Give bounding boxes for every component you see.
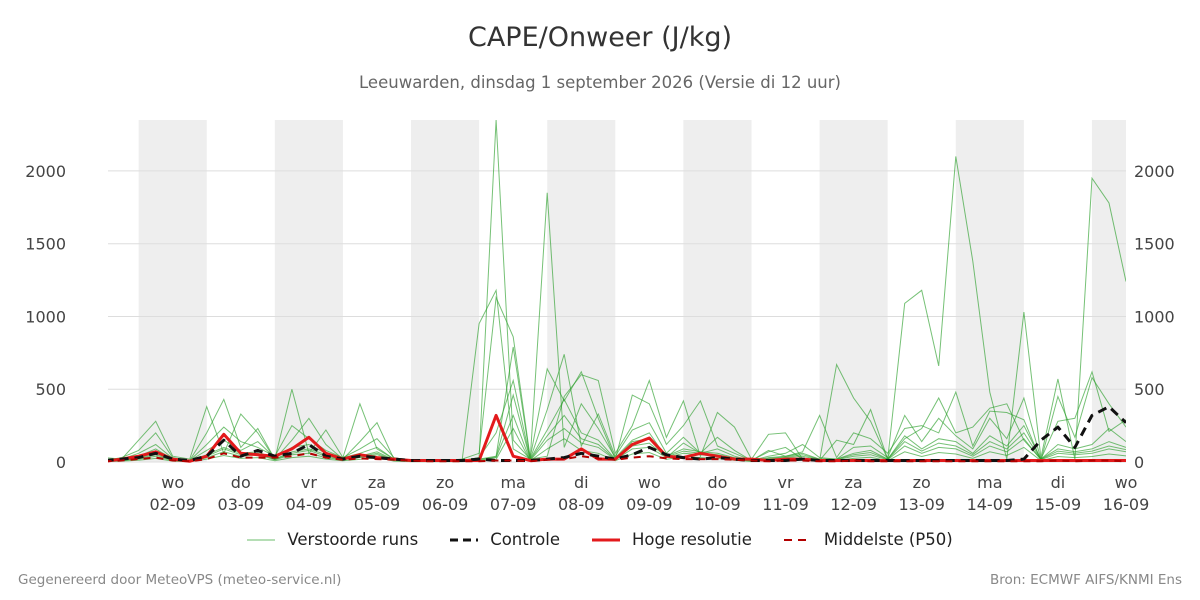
x-tick-day-0: wo (161, 473, 184, 492)
chart-subtitle: Leeuwarden, dinsdag 1 september 2026 (Ve… (359, 73, 841, 92)
x-tick-date-5: 07-09 (490, 495, 537, 514)
y-tick-left-0: 0 (56, 453, 66, 472)
legend-ensemble-swatch (247, 539, 276, 540)
legend-median-swatch (783, 538, 812, 541)
x-tick-day-5: ma (500, 473, 525, 492)
x-tick-date-13: 15-09 (1035, 495, 1082, 514)
weekend-band-7 (1091, 120, 1126, 462)
y-tick-right-2000: 2000 (1134, 162, 1175, 181)
weekend-band-4 (683, 120, 752, 462)
legend-hires: Hoge resolutie (591, 530, 752, 549)
footer-generator: Gegenereerd door MeteoVPS (meteo-service… (18, 572, 342, 588)
legend-hires-label: Hoge resolutie (631, 530, 752, 549)
series-line-2 (108, 452, 1126, 463)
x-tick-day-13: di (1051, 473, 1066, 492)
y-tick-right-1500: 1500 (1134, 235, 1175, 254)
x-tick-day-12: ma (977, 473, 1002, 492)
x-tick-date-0: 02-09 (149, 495, 196, 514)
y-tick-left-500: 500 (35, 380, 66, 399)
x-tick-date-14: 16-09 (1103, 495, 1150, 514)
x-tick-day-2: vr (301, 473, 317, 492)
x-tick-date-7: 09-09 (626, 495, 673, 514)
series-line-0 (108, 405, 1126, 462)
y-tick-left-1000: 1000 (25, 307, 66, 326)
x-tick-day-1: do (231, 473, 251, 492)
x-tick-day-11: zo (913, 473, 931, 492)
x-tick-date-3: 05-09 (354, 495, 401, 514)
legend-control: Controle (450, 530, 560, 549)
weekend-band-0 (138, 120, 207, 462)
x-tick-day-9: vr (778, 473, 794, 492)
y-tick-left-1500: 1500 (25, 235, 66, 254)
ensemble-member-7 (108, 427, 1126, 463)
weekend-band-5 (819, 120, 888, 462)
footer-source: Bron: ECMWF AIFS/KNMI Ens (989, 572, 1182, 588)
legend-median-label: Middelste (P50) (823, 530, 953, 549)
x-tick-day-6: di (574, 473, 589, 492)
x-tick-day-3: za (368, 473, 386, 492)
weekend-band-2 (411, 120, 480, 462)
legend-ensemble: Verstoorde runs (247, 530, 418, 549)
y-tick-right-0: 0 (1134, 453, 1144, 472)
chart-title: CAPE/Onweer (J/kg) (467, 22, 732, 53)
x-tick-date-2: 04-09 (286, 495, 333, 514)
y-tick-left-2000: 2000 (25, 162, 66, 181)
legend-control-swatch (450, 538, 479, 541)
x-tick-date-11: 13-09 (898, 495, 945, 514)
legend-hires-swatch (591, 538, 620, 541)
x-tick-date-10: 12-09 (830, 495, 877, 514)
weekend-band-1 (274, 120, 343, 462)
legend-ensemble-label: Verstoorde runs (287, 530, 419, 549)
x-tick-day-8: do (707, 473, 727, 492)
x-tick-date-1: 03-09 (218, 495, 265, 514)
legend-control-label: Controle (490, 530, 560, 549)
x-tick-day-10: za (845, 473, 863, 492)
x-tick-date-6: 08-09 (558, 495, 605, 514)
y-tick-right-1000: 1000 (1134, 307, 1175, 326)
x-tick-day-7: wo (638, 473, 661, 492)
y-tick-right-500: 500 (1134, 380, 1165, 399)
weekend-band-6 (955, 120, 1024, 462)
x-tick-date-4: 06-09 (422, 495, 469, 514)
x-tick-day-14: wo (1115, 473, 1138, 492)
x-tick-date-12: 14-09 (967, 495, 1014, 514)
x-tick-date-9: 11-09 (762, 495, 809, 514)
x-tick-day-4: zo (436, 473, 454, 492)
legend-median: Middelste (P50) (783, 530, 953, 549)
chart-legend: Verstoorde runs Controle Hoge resolutie … (0, 530, 1200, 549)
x-tick-date-8: 10-09 (694, 495, 741, 514)
